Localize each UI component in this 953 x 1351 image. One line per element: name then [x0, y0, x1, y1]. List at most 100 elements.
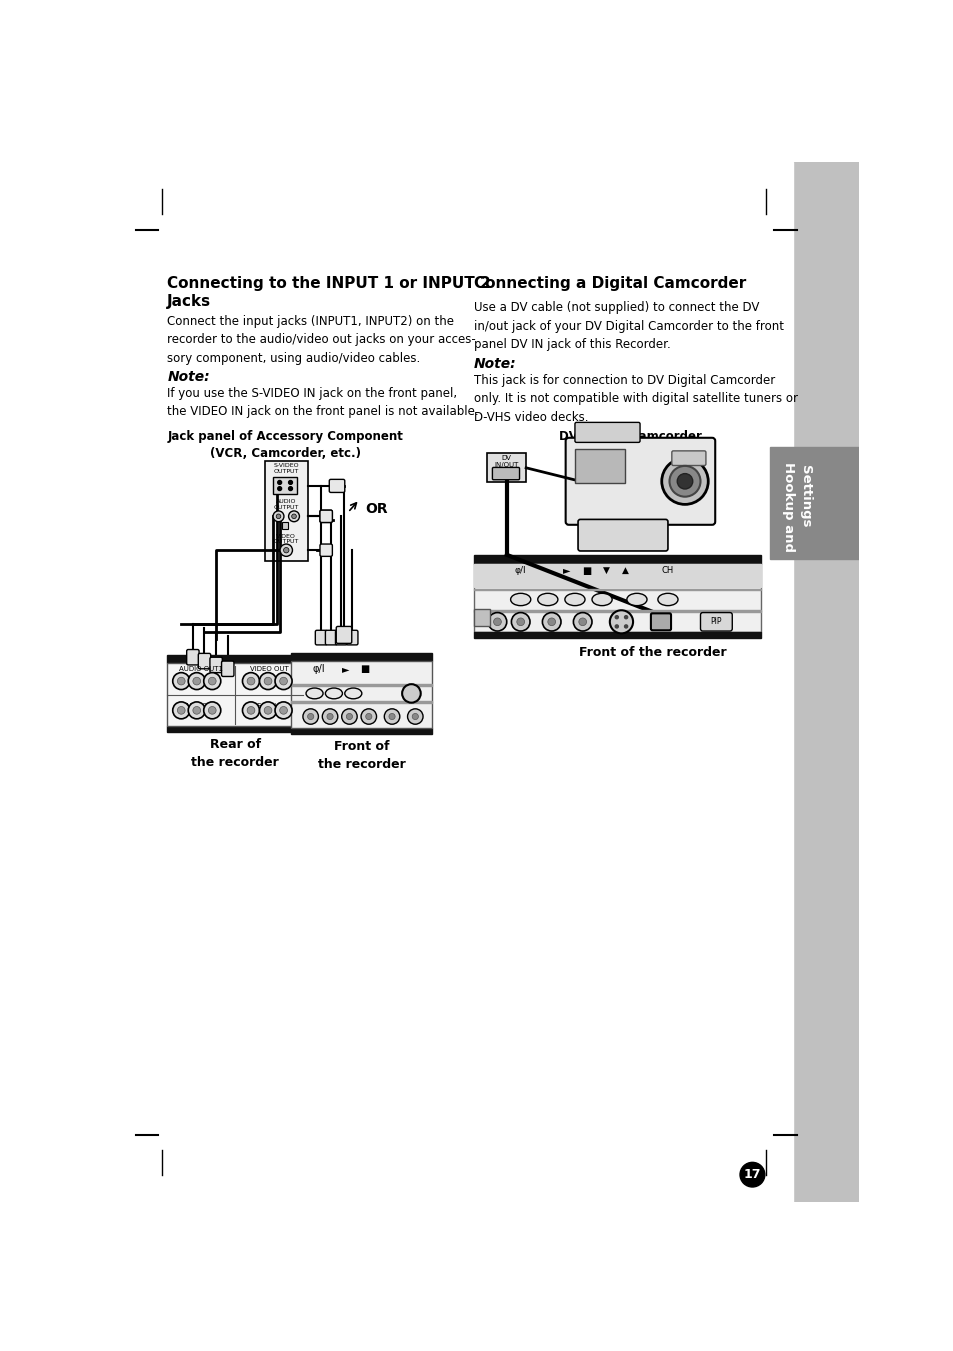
Circle shape [274, 703, 292, 719]
Circle shape [289, 511, 299, 521]
Circle shape [276, 513, 280, 519]
Text: ▼: ▼ [602, 566, 609, 574]
Text: OUTPUT: OUTPUT [274, 505, 298, 509]
Text: ►: ► [563, 566, 570, 576]
Circle shape [283, 547, 289, 553]
Bar [265, 461, 307, 561]
Text: S-VIDEO: S-VIDEO [274, 463, 298, 469]
Bar [291, 684, 432, 686]
Text: Connect the input jacks (INPUT1, INPUT2) on the
recorder to the audio/video out : Connect the input jacks (INPUT1, INPUT2)… [167, 315, 476, 365]
Bar [487, 453, 525, 482]
Circle shape [172, 703, 190, 719]
FancyBboxPatch shape [578, 519, 667, 551]
Text: AUDIO IN: AUDIO IN [185, 703, 217, 709]
Text: OUTPUT: OUTPUT [274, 469, 298, 474]
FancyBboxPatch shape [187, 650, 199, 665]
FancyBboxPatch shape [335, 627, 352, 643]
FancyBboxPatch shape [329, 480, 344, 493]
Bar [282, 523, 288, 528]
Text: VIDEO: VIDEO [276, 534, 295, 539]
Bar [474, 611, 760, 612]
Circle shape [274, 673, 292, 689]
FancyBboxPatch shape [650, 613, 670, 631]
Text: ■: ■ [581, 566, 591, 576]
FancyBboxPatch shape [274, 477, 296, 494]
Circle shape [292, 513, 296, 519]
Circle shape [412, 713, 418, 720]
Ellipse shape [658, 593, 678, 605]
Circle shape [493, 617, 500, 626]
Circle shape [517, 617, 524, 626]
Bar [474, 609, 489, 626]
Circle shape [204, 673, 220, 689]
Circle shape [542, 612, 560, 631]
Circle shape [624, 616, 627, 619]
FancyBboxPatch shape [325, 631, 336, 644]
Circle shape [273, 511, 284, 521]
FancyBboxPatch shape [319, 544, 332, 557]
Circle shape [188, 703, 205, 719]
FancyBboxPatch shape [565, 438, 715, 524]
Text: Front of
the recorder: Front of the recorder [317, 740, 405, 771]
Text: DV: DV [501, 455, 511, 462]
Text: Connecting a Digital Camcorder: Connecting a Digital Camcorder [474, 276, 745, 290]
Circle shape [609, 611, 633, 634]
Circle shape [247, 677, 254, 685]
Text: φ/I: φ/I [312, 665, 324, 674]
Circle shape [264, 677, 272, 685]
FancyBboxPatch shape [671, 451, 705, 466]
Circle shape [547, 617, 555, 626]
Circle shape [264, 707, 272, 715]
Circle shape [208, 677, 216, 685]
Circle shape [677, 474, 692, 489]
Ellipse shape [325, 688, 342, 698]
Bar [291, 728, 432, 734]
Text: AUDIO OUT1: AUDIO OUT1 [179, 666, 223, 671]
Circle shape [511, 612, 530, 631]
Circle shape [578, 617, 586, 626]
Circle shape [204, 703, 220, 719]
Text: VIDEO IN: VIDEO IN [244, 703, 275, 709]
Text: PIP: PIP [709, 617, 721, 627]
Bar [474, 632, 760, 638]
Ellipse shape [592, 593, 612, 605]
Bar [575, 449, 624, 484]
Circle shape [389, 713, 395, 720]
Bar [291, 661, 432, 728]
FancyBboxPatch shape [346, 631, 357, 644]
Circle shape [193, 677, 200, 685]
Text: This jack is for connection to DV Digital Camcorder
only. It is not compatible w: This jack is for connection to DV Digita… [474, 374, 798, 424]
Bar [167, 662, 303, 725]
Ellipse shape [537, 593, 558, 605]
Circle shape [280, 544, 293, 557]
Text: Note:: Note: [474, 357, 517, 372]
Bar [291, 654, 432, 661]
Text: OUTPUT: OUTPUT [274, 539, 298, 544]
FancyBboxPatch shape [700, 612, 732, 631]
Circle shape [279, 677, 287, 685]
Circle shape [307, 713, 314, 720]
Text: Rear of
the recorder: Rear of the recorder [191, 738, 278, 769]
FancyBboxPatch shape [221, 661, 233, 677]
Ellipse shape [306, 688, 323, 698]
Circle shape [289, 481, 293, 485]
Text: OR: OR [311, 685, 334, 698]
Circle shape [177, 707, 185, 715]
Circle shape [322, 709, 337, 724]
Circle shape [365, 713, 372, 720]
Bar [474, 565, 760, 632]
Text: Use a DV cable (not supplied) to connect the DV
in/out jack of your DV Digital C: Use a DV cable (not supplied) to connect… [474, 301, 783, 351]
FancyBboxPatch shape [492, 467, 519, 480]
Ellipse shape [626, 593, 646, 605]
FancyBboxPatch shape [319, 511, 332, 523]
Circle shape [259, 673, 276, 689]
Circle shape [669, 466, 700, 497]
Circle shape [615, 626, 618, 628]
Bar [474, 565, 760, 588]
Text: Jack panel of Accessory Component
(VCR, Camcorder, etc.): Jack panel of Accessory Component (VCR, … [168, 430, 403, 461]
FancyBboxPatch shape [210, 657, 222, 673]
Ellipse shape [510, 593, 530, 605]
Text: If you use the S-VIDEO IN jack on the front panel,
the VIDEO IN jack on the fron: If you use the S-VIDEO IN jack on the fr… [167, 386, 478, 419]
Circle shape [615, 616, 618, 619]
Text: VIDEO OUT: VIDEO OUT [250, 666, 289, 671]
